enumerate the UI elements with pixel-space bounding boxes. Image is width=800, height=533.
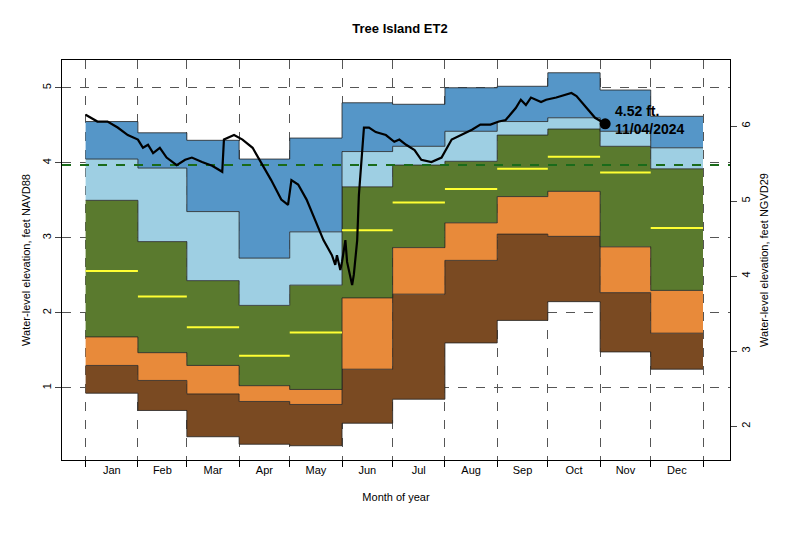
svg-text:Water-level elevation, feet NA: Water-level elevation, feet NAVD88: [20, 174, 32, 346]
svg-text:4.52 ft.11/04/2024: 4.52 ft.11/04/2024: [615, 103, 685, 137]
svg-text:Water-level elevation, feet NG: Water-level elevation, feet NGVD29: [758, 173, 770, 347]
svg-text:Month of year: Month of year: [362, 491, 430, 503]
svg-text:3: 3: [41, 233, 53, 239]
svg-text:6: 6: [740, 121, 752, 127]
svg-text:Jul: Jul: [412, 464, 426, 476]
svg-text:5: 5: [41, 83, 53, 89]
svg-text:1: 1: [41, 383, 53, 389]
svg-text:May: May: [305, 464, 326, 476]
svg-text:Feb: Feb: [153, 464, 172, 476]
svg-text:Aug: Aug: [461, 464, 481, 476]
svg-text:Apr: Apr: [256, 464, 273, 476]
svg-text:4: 4: [740, 271, 752, 277]
svg-text:Jan: Jan: [103, 464, 121, 476]
svg-text:2: 2: [41, 308, 53, 314]
svg-text:3: 3: [740, 346, 752, 352]
svg-text:Oct: Oct: [565, 464, 582, 476]
svg-text:2: 2: [740, 422, 752, 428]
svg-text:5: 5: [740, 196, 752, 202]
svg-text:Tree Island ET2: Tree Island ET2: [352, 21, 447, 36]
svg-text:Dec: Dec: [667, 464, 687, 476]
svg-text:Sep: Sep: [513, 464, 533, 476]
svg-text:4: 4: [41, 158, 53, 164]
svg-text:Nov: Nov: [616, 464, 636, 476]
svg-text:Jun: Jun: [358, 464, 376, 476]
svg-text:Mar: Mar: [203, 464, 222, 476]
